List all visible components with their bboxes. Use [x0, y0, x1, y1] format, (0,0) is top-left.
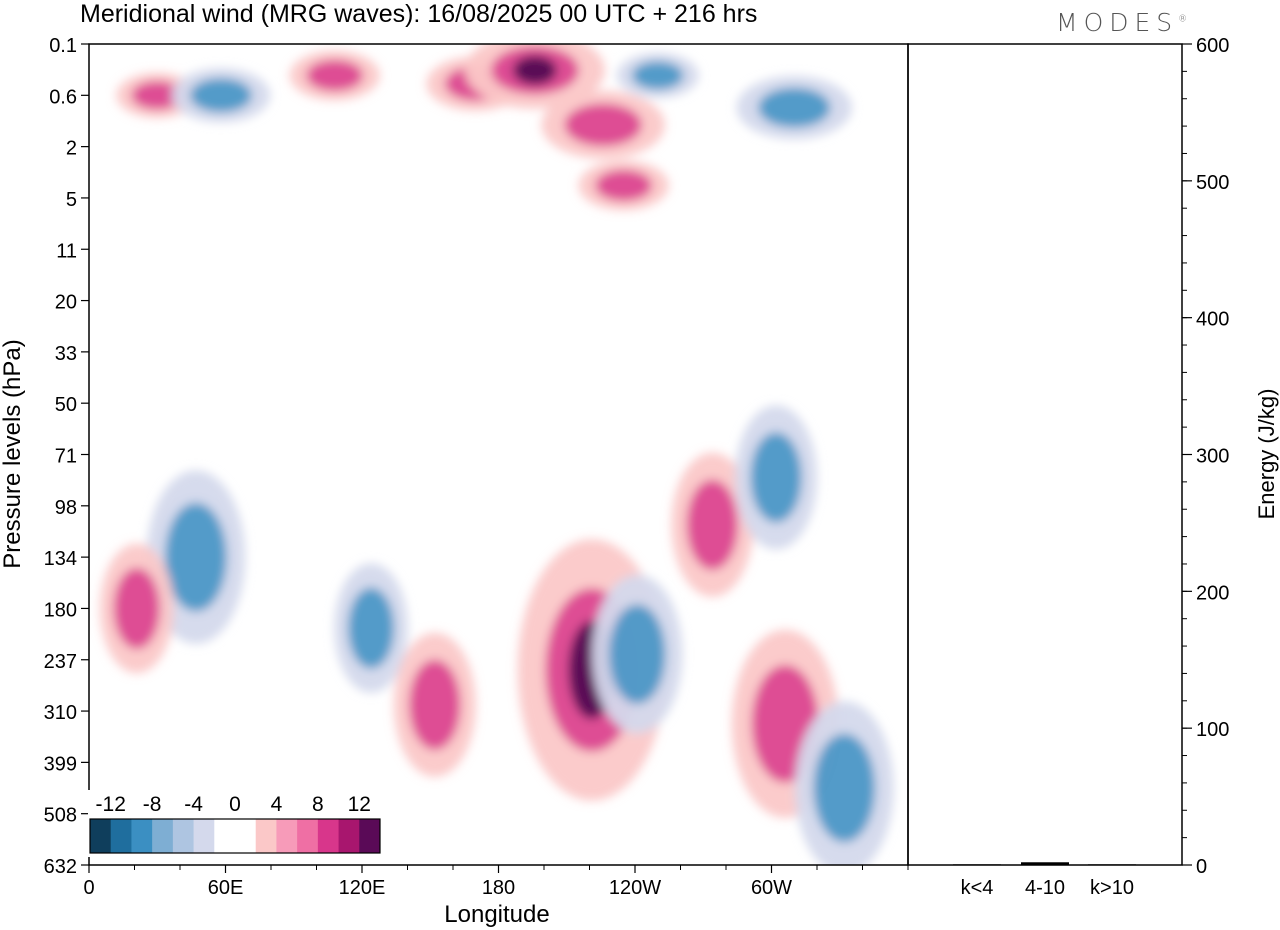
contour-upper-pink-4-core: [595, 169, 652, 201]
y-tick-label: 0.6: [49, 86, 77, 108]
modes-logo: MODES®: [1056, 8, 1187, 37]
contour-lower-blue-4-core: [813, 733, 876, 843]
colorbar-swatch: [235, 819, 257, 853]
contour-upper-blue-2-core: [758, 87, 831, 128]
contour-lower-blue-1-core: [348, 587, 395, 669]
colorbar-swatch: [338, 819, 360, 853]
colorbar-label: -4: [184, 793, 203, 816]
energy-tick-label: 300: [1196, 446, 1229, 468]
colorbar-swatch: [214, 819, 236, 853]
contour-field: [89, 44, 908, 865]
y-axis-left: 0.1 0.6 2 5 11 20 33 50 71 98 134 180 237 310 399 508 63…: [44, 35, 89, 878]
colorbar-label: 8: [312, 793, 324, 816]
x-tick-label: 60E: [208, 877, 244, 899]
energy-tick-label: 600: [1196, 35, 1229, 57]
energy-tick-label: 200: [1196, 582, 1229, 604]
y-tick-label: 50: [55, 394, 77, 416]
contour-lower-pink-1-core: [409, 659, 461, 750]
energy-category-label: k<4: [961, 877, 994, 899]
y-tick-label: 508: [44, 805, 77, 827]
energy-bar: [953, 864, 1001, 866]
logo-mark: ®: [1178, 14, 1188, 25]
contour-lower-pink-2-core: [686, 479, 738, 570]
colorbar-swatch: [110, 819, 132, 853]
energy-tick-label: 500: [1196, 172, 1229, 194]
colorbar-swatch: [276, 819, 298, 853]
y-tick-label: 98: [55, 497, 77, 519]
colorbar-swatch: [172, 819, 195, 853]
energy-tick-label: 100: [1196, 719, 1229, 741]
energy-tick-label: 400: [1196, 309, 1229, 331]
contour-lower-blue-3-core: [750, 432, 802, 523]
colorbar-label: 0: [229, 793, 241, 816]
colorbar-label: 12: [348, 793, 371, 816]
y-tick-label: 33: [55, 343, 77, 365]
contour-upper-strong-0-peak: [513, 55, 557, 85]
y-tick-label: 399: [44, 753, 77, 775]
y-tick-label: 180: [44, 599, 77, 621]
energy-category-label: k>10: [1090, 877, 1134, 899]
colorbar-swatch: [131, 819, 153, 853]
colorbar-swatch: [359, 819, 381, 853]
energy-category-label: 4-10: [1025, 877, 1065, 899]
contour-blobs: [99, 44, 894, 865]
energy-x-axis: k<4 4-10 k>10: [961, 877, 1134, 899]
colorbar: -12 -8 -4 0 4 8 12: [88, 790, 382, 857]
colorbar-label: -8: [143, 793, 162, 816]
y-tick-label: 134: [44, 548, 77, 570]
energy-tick-label: 0: [1196, 856, 1207, 878]
colorbar-label: 4: [271, 793, 283, 816]
colorbar-swatch: [297, 819, 319, 853]
x-axis: 0 60E 120E 180 120W 60W: [83, 865, 909, 899]
energy-plot-frame: [907, 43, 1183, 866]
y-tick-label: 2: [66, 138, 77, 160]
y-tick-label: 5: [66, 189, 77, 211]
contour-upper-pink-0-core: [131, 81, 183, 110]
energy-axis-label: Energy (J/kg): [1254, 389, 1279, 520]
colorbar-swatch: [317, 819, 340, 853]
y-tick-label: 310: [44, 702, 77, 724]
colorbar-swatch: [255, 819, 277, 853]
colorbar-swatch: [193, 819, 215, 853]
colorbar-label: -12: [96, 793, 126, 816]
y-tick-label: 11: [56, 240, 77, 262]
energy-bars: [953, 862, 1136, 866]
contour-lower-blue-2-core: [609, 604, 666, 704]
energy-bar: [1088, 864, 1136, 866]
y-tick-label: 237: [44, 651, 77, 673]
x-tick-label: 120W: [609, 877, 661, 899]
x-tick-label: 0: [83, 877, 94, 899]
y-tick-label: 71: [55, 446, 77, 468]
x-tick-label: 60W: [751, 877, 792, 899]
x-axis-label: Longitude: [444, 901, 549, 928]
x-tick-label: 180: [482, 877, 515, 899]
contour-upper-pink-1-core: [306, 59, 363, 91]
contour-upper-blue-0-core: [190, 78, 252, 113]
y-tick-label: 632: [44, 856, 77, 878]
y-tick-label: 20: [55, 292, 77, 314]
chart-title: Meridional wind (MRG waves): 16/08/2025 …: [80, 0, 758, 28]
x-tick-label: 120E: [339, 877, 386, 899]
contour-upper-blue-1-core: [632, 61, 684, 90]
colorbar-swatch: [152, 819, 174, 853]
colorbar-frame: [89, 818, 381, 854]
y-tick-label: 0.1: [49, 35, 77, 57]
y-axis-label: Pressure levels (hPa): [0, 339, 26, 568]
contour-lower-pink-0-core: [113, 567, 160, 649]
logo-text: MODES: [1056, 8, 1179, 37]
contour-upper-pink-3-core: [564, 103, 642, 147]
colorbar-swatch: [90, 819, 112, 853]
contour-lower-blue-0-core: [165, 502, 227, 612]
energy-bar: [1021, 862, 1069, 865]
y-axis-right: 0 100 200 300 400 500 600: [1182, 35, 1229, 878]
